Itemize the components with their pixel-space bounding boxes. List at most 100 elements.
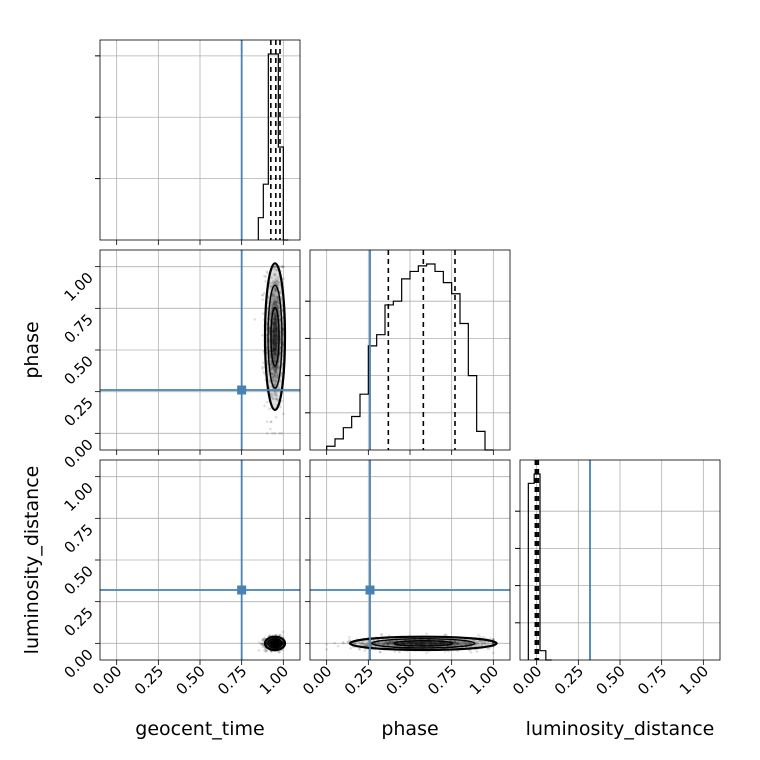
sample-point bbox=[469, 645, 473, 648]
truth-marker bbox=[365, 585, 375, 595]
sample-point bbox=[276, 373, 279, 377]
sample-point bbox=[275, 366, 278, 370]
y-tick-label: 0.50 bbox=[60, 562, 96, 598]
contour-line bbox=[263, 635, 287, 652]
sample-point bbox=[384, 641, 387, 644]
density-fill bbox=[272, 318, 278, 355]
sample-point bbox=[261, 645, 265, 648]
sample-point bbox=[278, 432, 281, 435]
sample-point bbox=[276, 304, 280, 308]
sample-point bbox=[276, 283, 280, 287]
sample-point bbox=[474, 643, 478, 647]
sample-point bbox=[431, 643, 435, 646]
sample-point bbox=[422, 641, 425, 645]
sample-point bbox=[273, 641, 277, 644]
sample-point bbox=[275, 337, 278, 340]
sample-point bbox=[272, 329, 275, 333]
sample-point bbox=[438, 641, 441, 645]
sample-point bbox=[272, 302, 276, 306]
sample-point bbox=[270, 366, 273, 370]
sample-point bbox=[271, 641, 275, 644]
sample-point bbox=[275, 642, 278, 646]
sample-point bbox=[277, 277, 280, 281]
sample-point bbox=[275, 379, 278, 383]
sample-point bbox=[269, 362, 273, 366]
sample-point bbox=[442, 641, 446, 645]
sample-point bbox=[392, 640, 395, 643]
sample-point bbox=[415, 642, 419, 646]
sample-point bbox=[271, 279, 275, 283]
sample-point bbox=[281, 630, 285, 634]
sample-point bbox=[271, 641, 275, 645]
sample-point bbox=[272, 331, 276, 334]
sample-point bbox=[271, 376, 275, 380]
sample-point bbox=[274, 370, 278, 373]
sample-point bbox=[274, 330, 277, 333]
sample-point bbox=[354, 641, 357, 645]
sample-point bbox=[261, 298, 264, 301]
sample-point bbox=[262, 637, 265, 641]
sample-point bbox=[429, 642, 433, 646]
sample-point bbox=[270, 282, 274, 286]
sample-point bbox=[274, 317, 278, 321]
sample-point bbox=[269, 281, 272, 284]
sample-point bbox=[273, 372, 277, 376]
sample-point bbox=[274, 642, 278, 645]
sample-point bbox=[273, 326, 277, 330]
density-fill bbox=[405, 641, 442, 645]
sample-point bbox=[278, 311, 281, 315]
density-fill bbox=[267, 638, 283, 649]
sample-point bbox=[274, 368, 277, 372]
sample-point bbox=[266, 369, 270, 372]
sample-point bbox=[274, 289, 278, 292]
sample-point bbox=[432, 642, 436, 645]
sample-point bbox=[269, 312, 272, 316]
sample-point bbox=[276, 306, 280, 309]
sample-point bbox=[273, 317, 277, 321]
sample-point bbox=[271, 349, 275, 353]
sample-point bbox=[273, 641, 277, 644]
sample-point bbox=[476, 642, 479, 646]
sample-point bbox=[273, 643, 276, 646]
sample-point bbox=[272, 281, 275, 284]
sample-point bbox=[273, 640, 277, 644]
sample-point bbox=[357, 647, 361, 651]
sample-point bbox=[274, 391, 278, 395]
sample-point bbox=[268, 339, 271, 342]
grid-lines bbox=[100, 55, 300, 180]
sample-point bbox=[457, 640, 461, 644]
sample-point bbox=[481, 640, 484, 643]
sample-point bbox=[273, 330, 277, 334]
sample-point bbox=[467, 641, 470, 645]
sample-point bbox=[261, 312, 265, 315]
sample-point bbox=[272, 348, 276, 351]
sample-point bbox=[274, 281, 278, 284]
grid-lines bbox=[520, 510, 720, 624]
sample-point bbox=[272, 299, 276, 303]
sample-point bbox=[463, 641, 467, 644]
sample-point bbox=[381, 643, 385, 646]
sample-point bbox=[447, 642, 450, 645]
sample-point bbox=[365, 641, 369, 645]
sample-point bbox=[275, 371, 279, 374]
sample-point bbox=[385, 641, 388, 644]
sample-point bbox=[272, 292, 276, 296]
sample-point bbox=[492, 638, 495, 641]
x-tick-label: 0.75 bbox=[424, 662, 460, 698]
sample-point bbox=[272, 641, 276, 645]
density-fill bbox=[267, 281, 283, 392]
sample-point bbox=[272, 341, 276, 345]
sample-point bbox=[421, 641, 424, 645]
sample-point bbox=[275, 397, 278, 401]
sample-point bbox=[272, 340, 275, 343]
sample-point bbox=[467, 641, 471, 645]
sample-point bbox=[271, 341, 275, 344]
sample-point bbox=[278, 352, 282, 355]
sample-point bbox=[272, 642, 276, 646]
sample-point bbox=[465, 641, 469, 644]
sample-point bbox=[273, 373, 277, 376]
sample-point bbox=[261, 642, 265, 646]
sample-point bbox=[268, 284, 272, 287]
sample-point bbox=[274, 274, 277, 277]
sample-point bbox=[271, 378, 275, 382]
